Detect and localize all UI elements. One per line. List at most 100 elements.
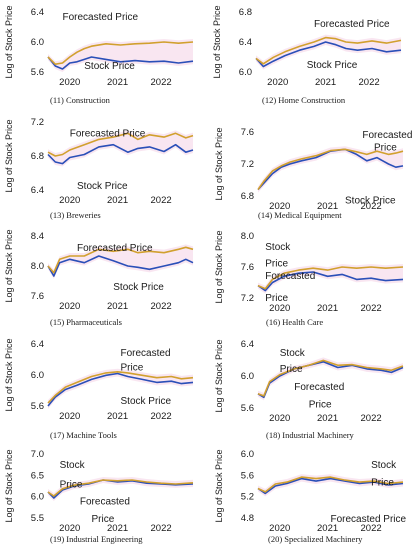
- x-tick-label: 2022: [151, 195, 172, 206]
- series-annotation: Price: [121, 362, 144, 373]
- chart-panel: Log of Stock Price 7.6 7.2 6.8 2020 2021 2022 F…: [214, 127, 412, 220]
- forecasted-price-line: [255, 36, 402, 65]
- x-tick-label: 2020: [269, 413, 290, 424]
- chart-panel: Log of Stock Price 6.4 6.0 5.6 2020 2021 2022 F…: [4, 5, 194, 105]
- x-tick-label: 2021: [317, 523, 338, 534]
- x-tick-label: 2020: [269, 201, 290, 212]
- y-axis-label: Log of Stock Price: [212, 5, 222, 78]
- series-annotation: Forecasted Price: [70, 128, 146, 139]
- y-tick-label: 6.4: [31, 339, 44, 350]
- chart-panel: Log of Stock Price 6.4 6.0 5.6 2020 2021 2022 F…: [4, 338, 194, 440]
- series-annotation: Stock: [280, 348, 306, 359]
- chart-panel: Log of Stock Price 6.0 5.6 5.2 4.8 2020 2021 20…: [214, 449, 407, 544]
- series-annotation: Stock Price: [121, 396, 172, 407]
- chart-panel: Log of Stock Price 8.0 7.6 7.2 2020 2021 2022 F…: [214, 230, 404, 327]
- panel-caption: (12) Home Construction: [262, 95, 346, 105]
- series-annotation: Forecasted Price: [63, 12, 139, 23]
- series-annotation: Price: [280, 364, 303, 375]
- y-tick-label: 6.0: [241, 449, 254, 460]
- y-tick-label: 6.5: [31, 470, 44, 481]
- x-tick-label: 2020: [267, 77, 288, 88]
- panel-caption: (18) Industrial Machinery: [266, 430, 355, 440]
- x-tick-label: 2022: [361, 303, 382, 314]
- y-tick-label: 6.8: [239, 7, 252, 18]
- y-tick-label: 7.6: [241, 262, 254, 273]
- x-tick-label: 2020: [269, 523, 290, 534]
- forecasted-price-line: [257, 476, 404, 493]
- y-tick-label: 6.0: [241, 371, 254, 382]
- forecasted-price-line: [47, 132, 194, 157]
- y-axis-label: Log of Stock Price: [214, 339, 224, 412]
- y-axis-label: Log of Stock Price: [4, 119, 14, 192]
- forecasted-price-line: [257, 359, 404, 397]
- series-annotation: Price: [60, 479, 83, 490]
- stock-price-line: [47, 255, 194, 277]
- series-annotation: Forecasted: [121, 348, 171, 359]
- x-tick-label: 2020: [269, 303, 290, 314]
- y-tick-label: 5.6: [31, 401, 44, 412]
- y-tick-label: 6.0: [239, 67, 252, 78]
- x-tick-label: 2022: [361, 201, 382, 212]
- x-tick-label: 2021: [107, 195, 128, 206]
- y-axis-label: Log of Stock Price: [4, 449, 14, 522]
- panel-caption: (15) Pharmaceuticals: [50, 317, 122, 327]
- x-tick-label: 2022: [361, 413, 382, 424]
- x-tick-label: 2021: [317, 303, 338, 314]
- x-tick-label: 2020: [59, 195, 80, 206]
- y-tick-label: 8.0: [31, 261, 44, 272]
- forecasted-price-line: [47, 41, 194, 65]
- panel-caption: (11) Construction: [50, 95, 111, 105]
- series-annotation: Price: [374, 143, 397, 154]
- x-tick-label: 2020: [59, 411, 80, 422]
- series-annotation: Forecasted Price: [77, 243, 153, 254]
- stock-price-line: [47, 56, 194, 70]
- forecasted-price-line: [47, 479, 194, 497]
- y-tick-label: 6.0: [31, 492, 44, 503]
- y-tick-label: 6.0: [31, 37, 44, 48]
- panel-caption: (19) Industrial Engineering: [50, 534, 143, 544]
- stock-price-line: [47, 143, 194, 165]
- confidence-band: [256, 34, 401, 70]
- chart-panel: Log of Stock Price 6.4 6.0 5.6 2020 2021 2022 F…: [214, 339, 404, 440]
- x-tick-label: 2021: [315, 77, 336, 88]
- y-tick-label: 6.4: [31, 185, 44, 196]
- panel-caption: (17) Machine Tools: [50, 430, 117, 440]
- y-axis-label: Log of Stock Price: [214, 449, 224, 522]
- series-annotation: Price: [265, 259, 288, 270]
- series-annotation: Price: [371, 477, 394, 488]
- x-tick-label: 2022: [359, 77, 380, 88]
- chart-panel: Log of Stock Price 8.4 8.0 7.6 2020 2021 2022 F…: [4, 229, 194, 327]
- confidence-band: [48, 39, 193, 72]
- series-annotation: Stock Price: [84, 61, 135, 72]
- y-tick-label: 6.4: [31, 7, 44, 18]
- series-annotation: Stock Price: [307, 60, 358, 71]
- series-annotation: Forecasted: [80, 497, 130, 508]
- y-tick-label: 8.4: [31, 231, 44, 242]
- y-tick-label: 4.8: [241, 513, 254, 524]
- forecasted-price-line: [47, 246, 194, 274]
- y-tick-label: 7.2: [31, 117, 44, 128]
- y-tick-label: 7.2: [241, 159, 254, 170]
- stock-price-line: [257, 271, 404, 292]
- series-annotation: Price: [92, 514, 115, 525]
- series-annotation: Stock: [371, 460, 397, 471]
- y-tick-label: 6.4: [241, 339, 254, 350]
- series-annotation: Stock Price: [345, 196, 396, 207]
- x-tick-label: 2021: [317, 201, 338, 212]
- chart-panel: Log of Stock Price 6.8 6.4 6.0 2020 2021 2022 F…: [212, 5, 402, 105]
- x-tick-label: 2022: [151, 523, 172, 534]
- y-axis-label: Log of Stock Price: [4, 338, 14, 411]
- x-tick-label: 2021: [317, 413, 338, 424]
- y-tick-label: 5.6: [241, 470, 254, 481]
- x-tick-label: 2020: [59, 301, 80, 312]
- series-annotation: Forecasted: [265, 271, 315, 282]
- confidence-band: [48, 244, 193, 279]
- y-tick-label: 5.6: [31, 67, 44, 78]
- panel-caption: (13) Breweries: [50, 210, 101, 220]
- forecasted-price-line: [257, 148, 404, 191]
- x-tick-label: 2021: [107, 301, 128, 312]
- y-tick-label: 5.2: [241, 492, 254, 503]
- y-tick-label: 6.4: [239, 37, 252, 48]
- panel-caption: (14) Medical Equipment: [258, 210, 342, 220]
